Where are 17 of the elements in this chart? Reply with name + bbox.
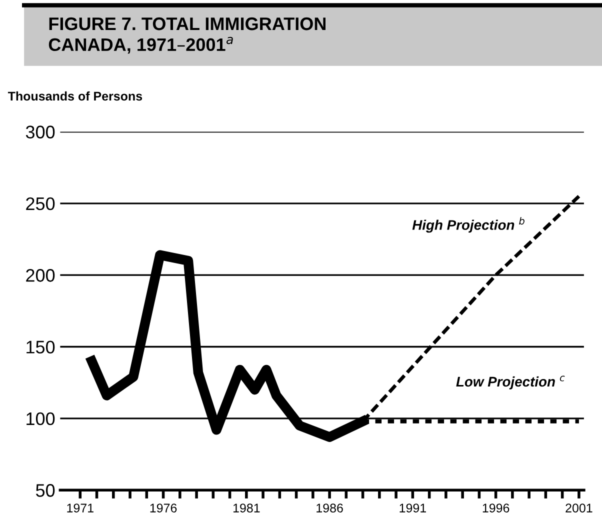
y-axis-title: Thousands of Persons: [8, 91, 142, 101]
x-tick-label: 1996: [482, 504, 510, 512]
x-tick-label: 1971: [67, 504, 94, 512]
annotation: Low Projection $^{c}$: [456, 376, 565, 390]
x-tick-label: 2001: [566, 504, 592, 512]
y-tick-label: 300: [26, 126, 55, 138]
y-tick-label: 200: [26, 269, 55, 282]
x-tick-label: 1981: [233, 504, 260, 512]
y-tick-label: 100: [26, 412, 55, 426]
annotation: High Projection $^{b}$: [412, 217, 524, 233]
y-tick-label: 150: [26, 340, 55, 354]
y-tick-label: 50: [36, 484, 55, 497]
x-tick-label: 1976: [150, 504, 177, 512]
x-tick-label: 1991: [400, 504, 426, 512]
y-tick-label: 250: [26, 197, 55, 210]
chart-title: FIGURE 7. TOTAL IMMIGRATION CANADA, 1971–2001$^{a}$: [48, 17, 326, 54]
x-tick-label: 1986: [316, 504, 343, 512]
